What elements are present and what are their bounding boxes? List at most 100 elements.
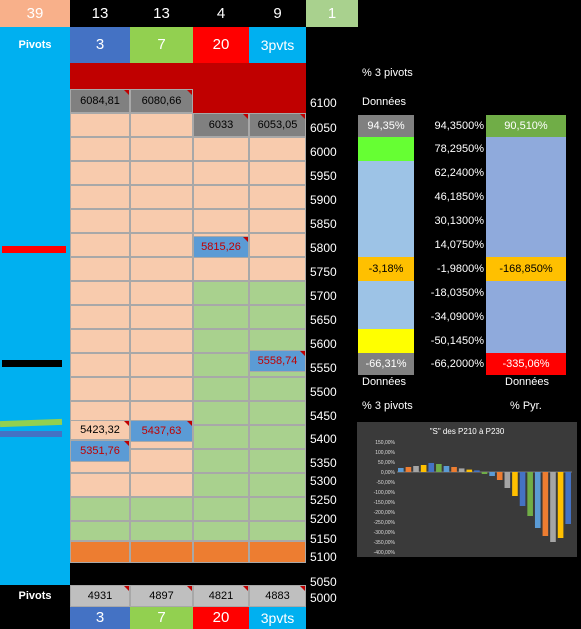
grid-cell xyxy=(249,377,306,401)
chart-bar xyxy=(557,472,564,538)
grid-cell xyxy=(193,425,249,449)
grid-cell xyxy=(130,185,193,209)
level-label: 5200 xyxy=(310,512,337,526)
grid-cell xyxy=(130,305,193,329)
col-header-3[interactable]: 3 xyxy=(70,27,130,63)
chart-ytick: -300,00% xyxy=(374,530,396,536)
grid-cell xyxy=(130,281,193,305)
pct-right-cell xyxy=(486,161,566,185)
chart-bar xyxy=(519,472,526,506)
grid-cell xyxy=(193,449,249,473)
grid-cell xyxy=(249,281,306,305)
marker-red-line xyxy=(2,246,66,253)
donnees-label-top: Données xyxy=(362,96,407,108)
chart-ytick: -100,00% xyxy=(374,490,396,496)
pct-right-cell: 90,510% xyxy=(486,115,566,137)
col-header-20[interactable]: 20 xyxy=(193,27,249,63)
grid-cell xyxy=(249,305,306,329)
grid-cell xyxy=(193,281,249,305)
pct-right-cell: -335,06% xyxy=(486,353,566,375)
pivot-marker-cell: 5351,76 xyxy=(70,440,130,462)
pct-left-cell xyxy=(358,161,414,185)
pct-left-cell xyxy=(358,305,414,329)
grid-cell xyxy=(193,305,249,329)
grid-cell xyxy=(193,161,249,185)
footer-col-3[interactable]: 3 xyxy=(70,607,130,629)
grid-cell xyxy=(70,233,130,257)
pct-right-cell xyxy=(486,185,566,209)
col-header-7[interactable]: 7 xyxy=(130,27,193,63)
donnees-label-bottom-right: Données xyxy=(505,376,550,388)
grid-cell xyxy=(70,305,130,329)
grid-cell xyxy=(70,185,130,209)
level-label: 6050 xyxy=(310,121,337,135)
pct-mid-value: -66,2000% xyxy=(430,358,484,370)
col-header-3pvts[interactable]: 3pvts xyxy=(249,27,306,63)
grid-cell xyxy=(249,137,306,161)
level-label: 5000 xyxy=(310,591,337,605)
grid-cell xyxy=(70,137,130,161)
header-count-5: 1 xyxy=(306,0,358,27)
grid-cell xyxy=(249,233,306,257)
grid-cell xyxy=(130,161,193,185)
chart-bar xyxy=(466,469,473,472)
donnees-label-bottom-left: Données xyxy=(362,376,407,388)
grid-cell xyxy=(249,161,306,185)
pct-mid-value: 78,2950% xyxy=(434,143,484,155)
chart-bar xyxy=(458,468,465,472)
chart-bar xyxy=(542,472,549,536)
grid-cell xyxy=(70,281,130,305)
pct-left-cell xyxy=(358,137,414,161)
chart-title: "S" des P210 à P230 xyxy=(430,427,505,436)
level-label: 6000 xyxy=(310,145,337,159)
chart-bar xyxy=(413,466,419,472)
header-count-3: 4 xyxy=(216,5,226,22)
pct-mid-value: 94,3500% xyxy=(434,120,484,132)
chart-bar xyxy=(474,470,480,472)
grid-cell xyxy=(70,329,130,353)
grid-cell xyxy=(130,541,193,563)
grid-cell xyxy=(70,257,130,281)
chart-ytick: -50,00% xyxy=(376,480,395,486)
pct-right-cell xyxy=(486,305,566,329)
pivot-marker-cell: 5558,74 xyxy=(249,350,306,372)
pct-mid-value: -34,0900% xyxy=(430,311,484,323)
grid-cell xyxy=(249,329,306,353)
chart-bar xyxy=(481,472,488,474)
header-count-0: 39 xyxy=(0,0,70,27)
pct-left-cell: -66,31% xyxy=(358,353,414,375)
grid-cell xyxy=(70,353,130,377)
footer-col-20[interactable]: 20 xyxy=(193,607,249,629)
pct-right-cell xyxy=(486,137,566,161)
level-label: 5300 xyxy=(310,474,337,488)
grid-cell xyxy=(193,329,249,353)
grid-cell xyxy=(130,449,193,473)
grid-cell xyxy=(130,137,193,161)
pivots-label-bottom: Pivots xyxy=(18,590,52,602)
grid-cell xyxy=(193,497,249,521)
grid-cell xyxy=(249,401,306,425)
pivot-marker-cell: 5437,63 xyxy=(130,420,193,442)
grid-cell xyxy=(130,329,193,353)
pct-left-cell xyxy=(358,233,414,257)
grid-cell xyxy=(70,473,130,497)
footer-col-7[interactable]: 7 xyxy=(130,607,193,629)
chart-bar xyxy=(527,472,533,516)
footer-value-3: 4931 xyxy=(70,585,130,607)
chart-ytick: -400,00% xyxy=(374,550,396,556)
chart-bar xyxy=(436,464,442,472)
level-label: 5750 xyxy=(310,265,337,279)
level-label: 5700 xyxy=(310,289,337,303)
pct-right-cell xyxy=(486,281,566,305)
grid-cell xyxy=(193,473,249,497)
footer-col-3pvts[interactable]: 3pvts xyxy=(249,607,306,629)
pct-left-cell xyxy=(358,329,414,353)
chart-bar xyxy=(512,472,518,496)
chart-ytick: 100,00% xyxy=(375,450,395,456)
pct-3-pivots-bottom: % 3 pivots xyxy=(362,400,413,412)
grid-cell xyxy=(249,521,306,541)
grid-cell xyxy=(249,185,306,209)
marker-cell: 6053,05 xyxy=(249,113,306,137)
pct-left-cell: -3,18% xyxy=(358,257,414,281)
chart-bar xyxy=(504,472,511,488)
